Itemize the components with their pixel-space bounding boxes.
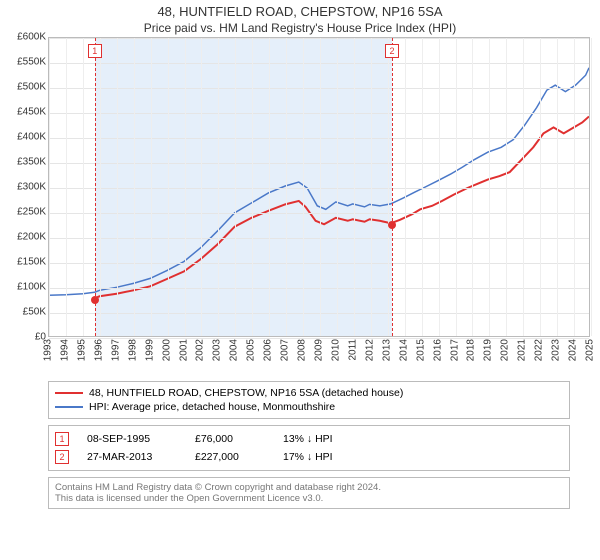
x-tick-label: 2008 xyxy=(297,339,308,361)
x-tick-label: 2004 xyxy=(229,339,240,361)
x-tick-label: 2003 xyxy=(212,339,223,361)
sale-row: 2 27-MAR-2013 £227,000 17% ↓ HPI xyxy=(55,448,563,466)
copyright: Contains HM Land Registry data © Crown c… xyxy=(48,477,570,509)
y-tick-label: £150K xyxy=(17,257,46,268)
sale-marker-box: 1 xyxy=(88,44,102,58)
x-tick-label: 2007 xyxy=(280,339,291,361)
x-axis: 1993199419951996199719981999200020012002… xyxy=(48,337,590,377)
x-tick-label: 2016 xyxy=(432,339,443,361)
x-tick-label: 2013 xyxy=(381,339,392,361)
series-hpi xyxy=(49,68,589,295)
plot-region: 12 xyxy=(48,37,590,337)
y-tick-label: £50K xyxy=(23,307,46,318)
sale-marker-dot xyxy=(91,296,99,304)
sale-marker-line xyxy=(392,38,393,336)
sale-delta: 13% ↓ HPI xyxy=(283,433,373,445)
y-axis: £0£50K£100K£150K£200K£250K£300K£350K£400… xyxy=(6,37,46,337)
x-tick-label: 2024 xyxy=(568,339,579,361)
x-tick-label: 2002 xyxy=(195,339,206,361)
x-tick-label: 2018 xyxy=(466,339,477,361)
sale-date: 27-MAR-2013 xyxy=(87,451,177,463)
y-tick-label: £100K xyxy=(17,282,46,293)
x-tick-label: 1998 xyxy=(127,339,138,361)
x-tick-label: 2006 xyxy=(263,339,274,361)
sale-index: 2 xyxy=(55,450,69,464)
chart-title: 48, HUNTFIELD ROAD, CHEPSTOW, NP16 5SA xyxy=(0,4,600,19)
y-tick-label: £500K xyxy=(17,82,46,93)
y-tick-label: £200K xyxy=(17,232,46,243)
x-tick-label: 2022 xyxy=(534,339,545,361)
x-tick-label: 2005 xyxy=(246,339,257,361)
x-tick-label: 2014 xyxy=(398,339,409,361)
y-tick-label: £400K xyxy=(17,132,46,143)
chart-subtitle: Price paid vs. HM Land Registry's House … xyxy=(0,21,600,35)
legend: 48, HUNTFIELD ROAD, CHEPSTOW, NP16 5SA (… xyxy=(48,381,570,419)
copyright-line: Contains HM Land Registry data © Crown c… xyxy=(55,482,563,493)
x-tick-label: 2010 xyxy=(330,339,341,361)
x-tick-label: 1996 xyxy=(93,339,104,361)
x-tick-label: 1997 xyxy=(110,339,121,361)
y-tick-label: £600K xyxy=(17,32,46,43)
legend-swatch xyxy=(55,392,83,394)
x-tick-label: 2017 xyxy=(449,339,460,361)
x-tick-label: 2012 xyxy=(364,339,375,361)
x-tick-label: 2023 xyxy=(551,339,562,361)
legend-item: HPI: Average price, detached house, Monm… xyxy=(55,400,563,414)
x-tick-label: 2011 xyxy=(347,339,358,361)
x-tick-label: 2001 xyxy=(178,339,189,361)
copyright-line: This data is licensed under the Open Gov… xyxy=(55,493,563,504)
sales-table: 1 08-SEP-1995 £76,000 13% ↓ HPI 2 27-MAR-2013… xyxy=(48,425,570,471)
x-tick-label: 1994 xyxy=(59,339,70,361)
series-property xyxy=(95,116,589,298)
legend-swatch xyxy=(55,406,83,408)
x-tick-label: 1999 xyxy=(144,339,155,361)
x-tick-label: 1995 xyxy=(76,339,87,361)
x-tick-label: 2015 xyxy=(415,339,426,361)
x-tick-label: 2009 xyxy=(314,339,325,361)
x-tick-label: 2025 xyxy=(585,339,596,361)
sale-marker-line xyxy=(95,38,96,336)
y-tick-label: £550K xyxy=(17,57,46,68)
x-tick-label: 2000 xyxy=(161,339,172,361)
legend-label: HPI: Average price, detached house, Monm… xyxy=(89,401,335,413)
sale-index: 1 xyxy=(55,432,69,446)
y-tick-label: £450K xyxy=(17,107,46,118)
sale-date: 08-SEP-1995 xyxy=(87,433,177,445)
x-tick-label: 2020 xyxy=(500,339,511,361)
title-block: 48, HUNTFIELD ROAD, CHEPSTOW, NP16 5SA P… xyxy=(0,0,600,37)
x-tick-label: 2021 xyxy=(517,339,528,361)
x-tick-label: 1993 xyxy=(43,339,54,361)
y-tick-label: £350K xyxy=(17,157,46,168)
chart-area: £0£50K£100K£150K£200K£250K£300K£350K£400… xyxy=(48,37,590,377)
legend-label: 48, HUNTFIELD ROAD, CHEPSTOW, NP16 5SA (… xyxy=(89,387,403,399)
line-series-svg xyxy=(49,38,589,336)
y-tick-label: £300K xyxy=(17,182,46,193)
sale-row: 1 08-SEP-1995 £76,000 13% ↓ HPI xyxy=(55,430,563,448)
x-tick-label: 2019 xyxy=(483,339,494,361)
y-tick-label: £250K xyxy=(17,207,46,218)
sale-price: £76,000 xyxy=(195,433,265,445)
sale-delta: 17% ↓ HPI xyxy=(283,451,373,463)
legend-item: 48, HUNTFIELD ROAD, CHEPSTOW, NP16 5SA (… xyxy=(55,386,563,400)
sale-marker-box: 2 xyxy=(385,44,399,58)
sale-marker-dot xyxy=(388,221,396,229)
sale-price: £227,000 xyxy=(195,451,265,463)
